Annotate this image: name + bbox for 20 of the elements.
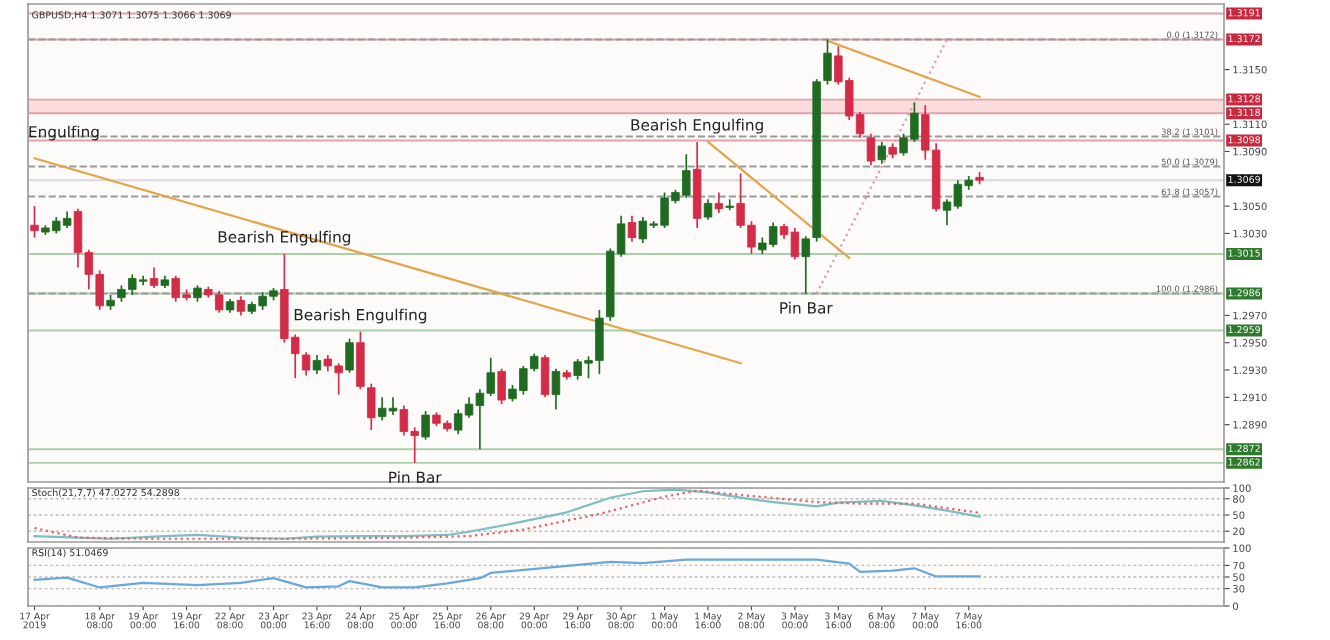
candlestick <box>367 382 376 431</box>
candlestick <box>312 354 322 375</box>
candlestick <box>551 367 561 411</box>
line-series <box>33 558 981 589</box>
candlestick <box>714 191 724 214</box>
candlestick <box>627 214 637 243</box>
candlestick <box>345 337 354 374</box>
candlestick <box>236 295 246 317</box>
candlestick <box>497 367 506 405</box>
candlestick <box>356 330 365 390</box>
candlestick <box>301 351 311 377</box>
candlestick <box>421 410 430 441</box>
candlestick <box>877 141 887 165</box>
candlestick <box>866 132 876 166</box>
candlestick <box>823 38 832 86</box>
candlestick <box>149 266 159 289</box>
candlestick <box>801 235 810 295</box>
candlestick <box>540 354 550 399</box>
candlestick <box>30 205 39 239</box>
candlestick <box>703 198 713 221</box>
